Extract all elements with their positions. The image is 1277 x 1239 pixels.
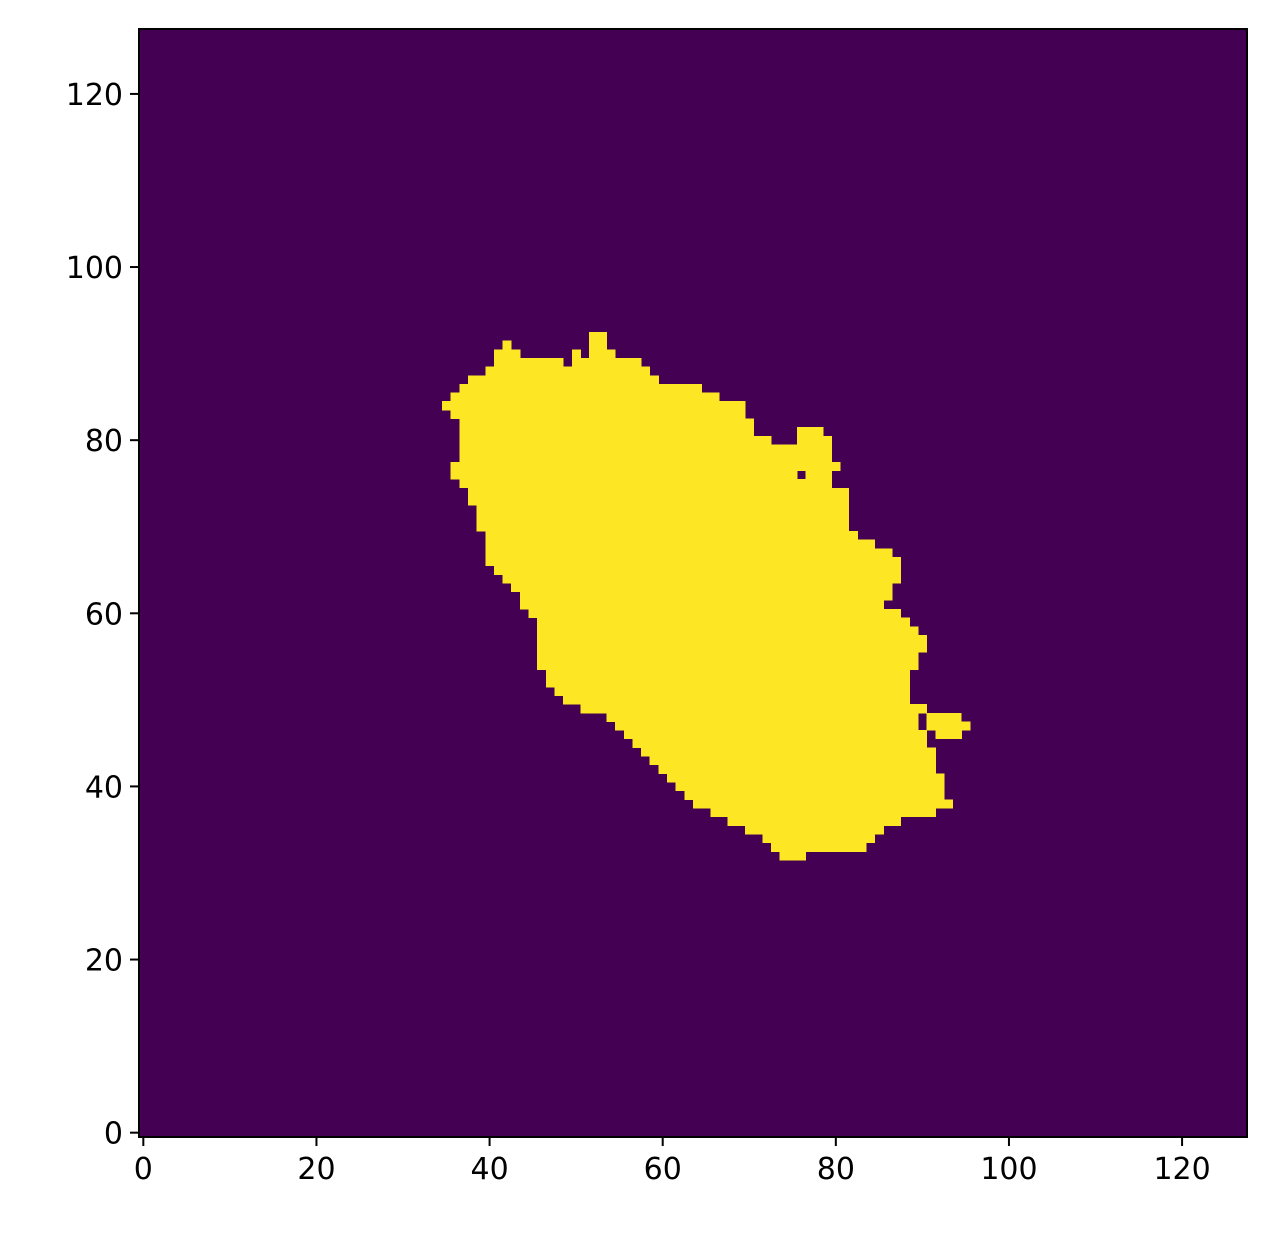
mask-cell-run	[796, 427, 824, 437]
mask-cell-run	[770, 842, 867, 852]
mask-cell-run	[589, 331, 607, 342]
mask-cell-run	[632, 738, 928, 748]
mask-cell-run	[476, 513, 850, 523]
x-axis: 0 20 40 60 80 100 120	[134, 1137, 1211, 1187]
mask-cell-run	[641, 747, 936, 757]
mask-cell-run	[805, 470, 832, 480]
mask-cell-run	[710, 808, 936, 818]
mask-cell-run	[450, 409, 746, 419]
mask-cell-run	[814, 461, 841, 471]
mask-cell-run	[485, 531, 858, 541]
x-tick-label: 120	[1153, 1152, 1210, 1187]
mask-cell-run	[537, 643, 928, 653]
y-tick-label: 100	[66, 251, 123, 286]
mask-cell-run	[476, 522, 850, 532]
mask-cell-run	[537, 634, 928, 644]
mask-cell-run	[926, 712, 962, 722]
mask-cell-run	[502, 574, 902, 584]
y-tick-label: 60	[85, 597, 123, 632]
y-axis: 0 20 40 60 80 100 120	[66, 78, 139, 1152]
mask-cell-run	[459, 418, 754, 428]
mask-cell-run	[450, 461, 815, 471]
mask-cell-run	[485, 548, 893, 558]
mask-cell-run	[450, 470, 798, 480]
mask-cell-run	[502, 340, 512, 350]
mask-cell-run	[545, 678, 910, 688]
mask-cell-run	[459, 427, 754, 437]
y-tick-label: 80	[85, 424, 123, 459]
mask-cell-run	[485, 366, 651, 376]
mask-cell-run	[485, 539, 876, 549]
y-tick-label: 20	[85, 944, 123, 979]
mask-cell-run	[459, 435, 772, 445]
mask-cell-run	[615, 721, 919, 731]
mask-cell-run	[537, 626, 919, 636]
mask-cell-run	[762, 834, 876, 844]
mask-cell-run	[467, 487, 850, 497]
mask-cell-run	[459, 444, 832, 454]
mask-cell-run	[926, 721, 971, 731]
mask-cell-run	[519, 591, 893, 601]
mask-cell-run	[649, 756, 936, 766]
mask-cell-run	[519, 600, 884, 610]
mask-cell-run	[459, 453, 832, 463]
mask-cell-run	[493, 565, 902, 575]
mask-cell-run	[467, 496, 850, 506]
mask-cell-run	[667, 773, 945, 783]
mask-cell-run	[485, 557, 902, 567]
x-tick-label: 60	[644, 1152, 682, 1187]
mask-cell-run	[675, 782, 945, 792]
mask-cell-run	[935, 730, 962, 740]
mask-cell-run	[511, 583, 893, 593]
y-tick-label: 120	[66, 78, 123, 113]
mask-cell-run	[580, 704, 928, 714]
mask-cell-run	[493, 357, 564, 367]
x-tick-label: 0	[134, 1152, 153, 1187]
mask-cell-run	[779, 851, 806, 861]
mask-cell-run	[563, 695, 910, 705]
mask-layer	[441, 331, 971, 861]
mask-cell-run	[589, 349, 616, 359]
mask-cell-run	[537, 660, 919, 670]
plot-frame	[138, 28, 1248, 1138]
mask-cell-run	[537, 652, 919, 662]
mask-cell-run	[537, 617, 910, 627]
mask-cell-run	[623, 730, 928, 740]
mask-cell-run	[459, 383, 703, 393]
mask-cell-run	[684, 790, 945, 800]
mask-cell-run	[554, 686, 910, 696]
mask-cell-run	[467, 375, 659, 385]
mask-cell-run	[796, 435, 832, 445]
mask-cell-run	[658, 764, 936, 774]
mask-cell-run	[476, 505, 850, 515]
mask-cell-run	[545, 669, 910, 679]
mask-cell-run	[450, 392, 720, 402]
mask-cell-run	[459, 479, 832, 489]
mask-cell-run	[528, 608, 902, 619]
mask-cell-run	[727, 816, 902, 826]
mask-cell-run	[571, 357, 642, 367]
mask-cell-run	[441, 401, 746, 411]
x-tick-label: 40	[470, 1152, 508, 1187]
mask-cell-run	[493, 349, 521, 359]
x-tick-label: 20	[297, 1152, 335, 1187]
y-tick-label: 40	[85, 770, 123, 805]
mask-cell-run	[606, 712, 919, 722]
x-tick-label: 100	[980, 1152, 1037, 1187]
y-tick-label: 0	[104, 1117, 123, 1152]
mask-cell-run	[744, 825, 884, 835]
mask-cell-run	[589, 340, 607, 350]
x-tick-label: 80	[817, 1152, 855, 1187]
mask-cell-run	[693, 799, 954, 809]
mask-cell-run	[571, 349, 581, 359]
